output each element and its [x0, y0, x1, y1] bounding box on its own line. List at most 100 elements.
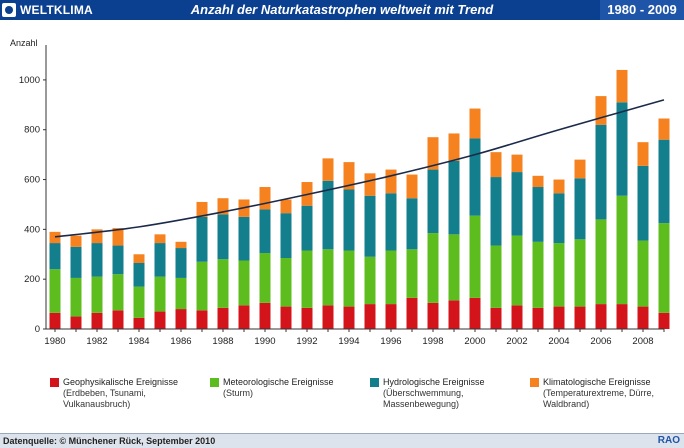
- bar-stack-1997: [406, 174, 418, 329]
- bar-segment-series-3-2001: [490, 152, 502, 178]
- bar-segment-series-1-2004: [553, 243, 565, 307]
- bar-segment-series-3-1981: [70, 235, 82, 247]
- bar-segment-series-3-1983: [112, 228, 124, 246]
- bar-segment-series-3-2002: [511, 154, 523, 173]
- legend-item-meteorological: Meteorologische Ereignisse (Sturm): [210, 377, 350, 427]
- bar-segment-series-1-2002: [511, 235, 523, 306]
- bar-segment-series-2-2003: [532, 187, 544, 242]
- bar-segment-series-3-2000: [469, 108, 481, 139]
- bar-segment-series-0-2003: [532, 307, 544, 329]
- bar-segment-series-2-1985: [154, 243, 166, 277]
- globe-icon: [2, 3, 16, 17]
- bar-stack-2002: [511, 154, 523, 329]
- header-bar: WELTKLIMA Anzahl der Naturkatastrophen w…: [0, 0, 684, 20]
- bar-stack-2001: [490, 152, 502, 329]
- x-tick-label: 1994: [338, 336, 359, 347]
- legend: Geophysikalische Ereignisse (Erdbeben, T…: [50, 377, 670, 427]
- period-label: 1980 - 2009: [600, 0, 684, 20]
- bar-stack-1993: [322, 158, 334, 329]
- y-tick-label: 800: [24, 125, 40, 136]
- bar-segment-series-2-1996: [385, 193, 397, 251]
- bar-segment-series-0-1998: [427, 302, 439, 329]
- bar-stack-1984: [133, 254, 145, 329]
- footer: Datenquelle: © Münchener Rück, September…: [0, 433, 684, 448]
- bar-segment-series-3-1997: [406, 174, 418, 199]
- bar-segment-series-0-1989: [238, 305, 250, 329]
- legend-swatch: [50, 378, 59, 387]
- x-tick-label: 1990: [254, 336, 275, 347]
- brand-label: WELTKLIMA: [20, 3, 93, 17]
- bar-segment-series-2-1995: [364, 195, 376, 257]
- x-tick-label: 1982: [86, 336, 107, 347]
- bar-segment-series-2-1986: [175, 248, 187, 278]
- bar-segment-series-3-2006: [595, 96, 607, 125]
- bar-segment-series-3-1984: [133, 254, 145, 263]
- bar-segment-series-0-1985: [154, 311, 166, 329]
- bar-segment-series-0-1987: [196, 310, 208, 329]
- bar-stack-2005: [574, 159, 586, 329]
- bar-stack-2007: [616, 69, 628, 329]
- bar-segment-series-2-1987: [196, 216, 208, 262]
- x-tick-label: 1996: [380, 336, 401, 347]
- bar-segment-series-0-1988: [217, 307, 229, 329]
- legend-item-climatological: Klimatologische Ereignisse (Temperaturex…: [530, 377, 670, 427]
- bar-segment-series-2-2007: [616, 102, 628, 196]
- bar-segment-series-1-1989: [238, 260, 250, 306]
- bar-segment-series-1-1993: [322, 249, 334, 306]
- bar-segment-series-2-1997: [406, 198, 418, 250]
- bar-stack-1986: [175, 241, 187, 329]
- bar-segment-series-3-1993: [322, 158, 334, 181]
- bar-segment-series-2-2001: [490, 177, 502, 246]
- bar-segment-series-0-1993: [322, 305, 334, 329]
- bar-segment-series-1-2001: [490, 245, 502, 308]
- bar-stack-1988: [217, 198, 229, 329]
- bar-segment-series-0-1994: [343, 306, 355, 329]
- bar-segment-series-1-2005: [574, 239, 586, 307]
- bar-segment-series-0-1984: [133, 317, 145, 329]
- brand: WELTKLIMA: [2, 1, 114, 19]
- bar-stack-2008: [637, 142, 649, 329]
- legend-subtext: (Temperaturextreme, Dürre, Waldbrand): [543, 388, 655, 409]
- bar-segment-series-1-1995: [364, 256, 376, 305]
- bar-segment-series-2-1999: [448, 160, 460, 235]
- x-tick-label: 2006: [590, 336, 611, 347]
- bar-segment-series-2-2000: [469, 138, 481, 216]
- bar-segment-series-0-2008: [637, 306, 649, 329]
- y-axis: 0 200 400 600 800 1000: [19, 75, 46, 335]
- bar-segment-series-2-2002: [511, 172, 523, 236]
- bar-segment-series-2-1984: [133, 262, 145, 287]
- bar-segment-series-0-1999: [448, 300, 460, 329]
- data-source: Datenquelle: © Münchener Rück, September…: [3, 436, 216, 446]
- legend-swatch: [210, 378, 219, 387]
- bar-segment-series-0-1995: [364, 304, 376, 329]
- bar-stack-2009: [658, 118, 670, 329]
- bar-stack-1982: [91, 229, 103, 329]
- bar-segment-series-2-2009: [658, 139, 670, 224]
- bar-segment-series-0-2000: [469, 297, 481, 329]
- bar-segment-series-1-1988: [217, 259, 229, 308]
- bar-segment-series-0-1980: [49, 312, 61, 329]
- x-axis: 1980 1982 1984 1986 1988 1990 1992 1994 1996 1998…: [44, 329, 665, 347]
- bar-segment-series-3-1995: [364, 173, 376, 196]
- bar-stack-2004: [553, 179, 565, 329]
- bar-stack-1987: [196, 201, 208, 329]
- bar-segment-series-2-1980: [49, 243, 61, 270]
- legend-item-geophysical: Geophysikalische Ereignisse (Erdbeben, T…: [50, 377, 190, 427]
- bar-segment-series-2-1990: [259, 209, 271, 254]
- bar-stack-1981: [70, 235, 82, 329]
- bar-segment-series-1-1987: [196, 261, 208, 311]
- bar-segment-series-0-2007: [616, 304, 628, 329]
- x-tick-label: 1992: [296, 336, 317, 347]
- bar-segment-series-3-1996: [385, 169, 397, 194]
- bar-segment-series-3-1988: [217, 198, 229, 215]
- bar-segment-series-1-1997: [406, 249, 418, 298]
- legend-label: Klimatologische Ereignisse: [543, 377, 651, 387]
- bar-stack-1989: [238, 199, 250, 329]
- bar-segment-series-0-2005: [574, 306, 586, 329]
- bar-segment-series-1-1991: [280, 258, 292, 307]
- bar-segment-series-1-1992: [301, 250, 313, 308]
- bar-segment-series-3-2005: [574, 159, 586, 179]
- bar-segment-series-1-1990: [259, 253, 271, 303]
- bar-segment-series-2-1994: [343, 189, 355, 251]
- legend-subtext: (Überschwemmung, Massenbewegung): [383, 388, 464, 409]
